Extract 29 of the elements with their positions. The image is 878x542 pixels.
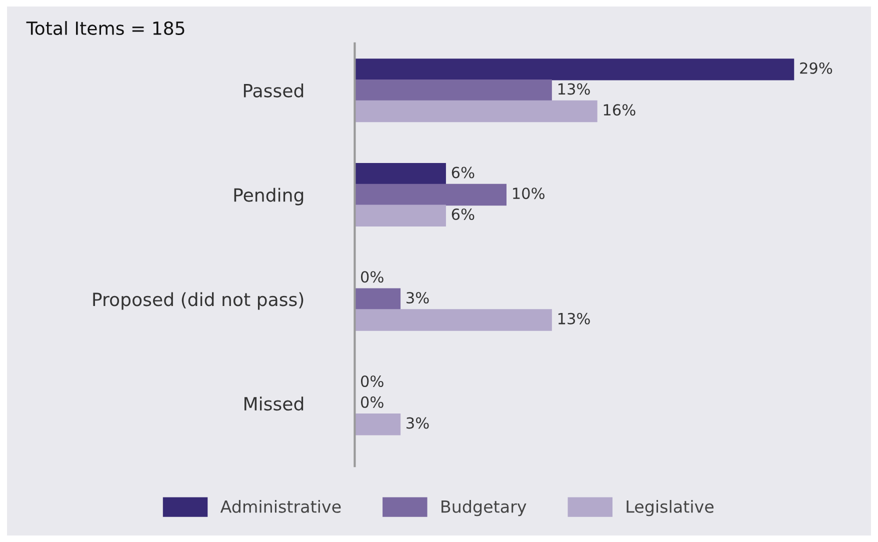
legend-label: Legislative (626, 500, 714, 516)
data-label: 3% (406, 417, 429, 429)
y-tick-label: Pending (234, 188, 304, 206)
bar (354, 204, 446, 226)
data-label: 6% (452, 166, 474, 178)
data-label: 0% (360, 271, 384, 283)
data-label: 16% (604, 104, 636, 116)
y-tick-label: Missed (244, 396, 304, 411)
bar (354, 100, 598, 122)
data-label: 6% (452, 208, 474, 220)
bar (354, 309, 552, 331)
bar (354, 58, 794, 80)
legend-label: Budgetary (442, 500, 526, 516)
data-label: 0% (360, 375, 384, 388)
bar (354, 79, 552, 102)
data-label: 10% (513, 188, 544, 200)
data-label: 29% (800, 62, 832, 74)
y-tick-label: Passed (244, 83, 304, 98)
bar (354, 184, 507, 206)
y-tick-label: Proposed (did not pass) (93, 292, 304, 310)
text: Total Items = 185 (26, 21, 184, 36)
data-label: 13% (558, 312, 590, 324)
data-label: 13% (558, 83, 590, 95)
bar (354, 414, 401, 436)
bar (354, 162, 446, 185)
data-label: 0% (360, 396, 384, 408)
legend-label: Administrative (220, 500, 341, 513)
data-label: 3% (406, 292, 429, 304)
bar (354, 288, 401, 310)
